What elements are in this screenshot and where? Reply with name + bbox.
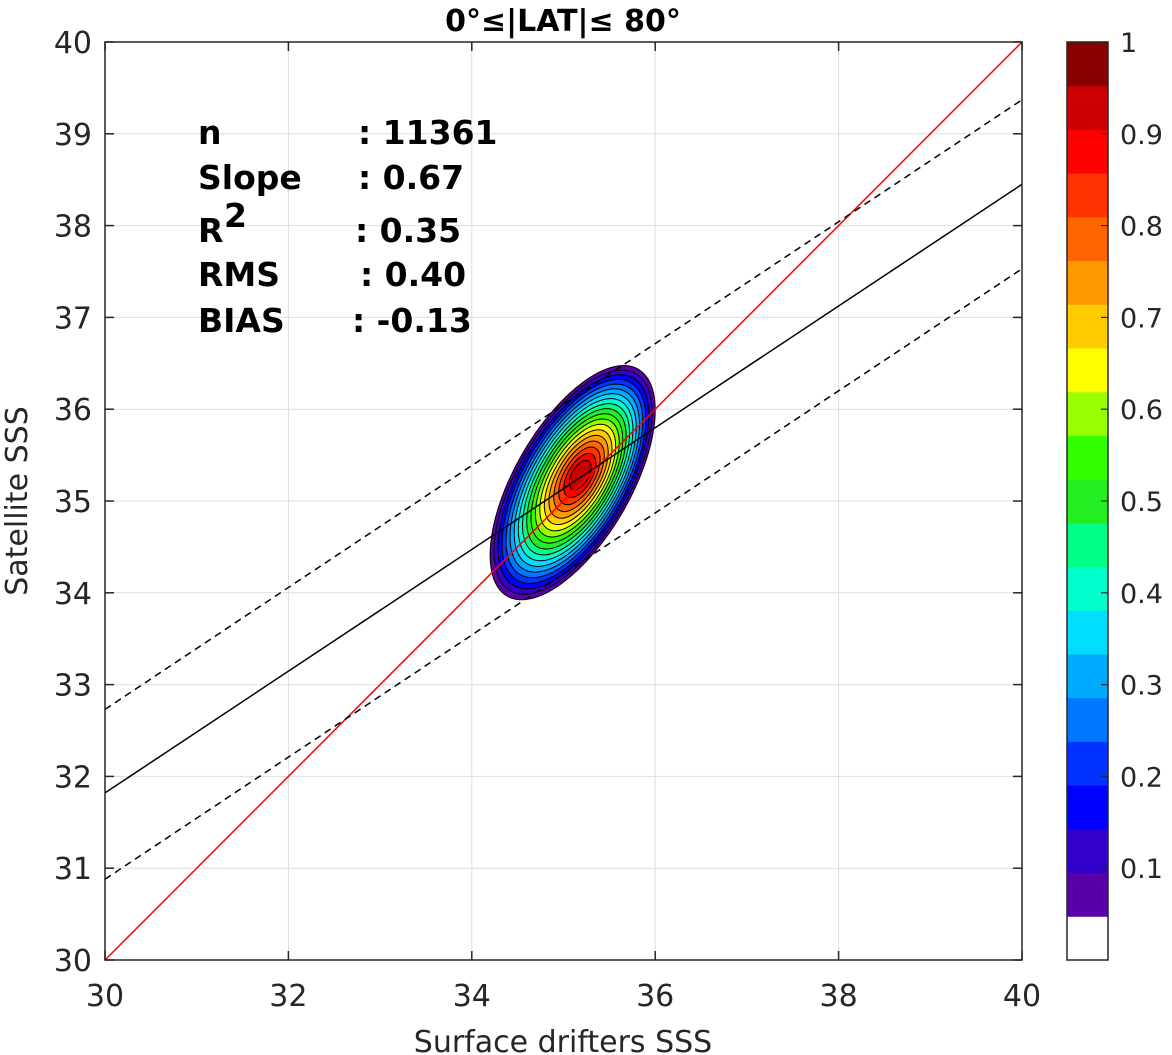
y-tick-label: 40	[54, 26, 92, 61]
grid	[104, 41, 1023, 961]
colorbar-tick-label: 0.3	[1120, 671, 1163, 702]
stats-label: BIAS	[198, 301, 285, 340]
y-tick-label: 33	[54, 669, 92, 704]
colorbar-tick-label: 0.8	[1120, 212, 1163, 243]
stats-value: : -0.13	[352, 301, 472, 340]
stats-label: RMS	[198, 255, 280, 294]
one-to-one-line	[105, 42, 1022, 960]
y-tick-label: 37	[54, 301, 92, 336]
x-tick-label: 30	[86, 979, 124, 1014]
axis-ticks	[104, 41, 1023, 961]
colorbar-swatch	[1067, 654, 1108, 699]
stats-value: : 0.35	[355, 211, 461, 250]
colorbar-swatch	[1067, 85, 1108, 130]
stats-label: Slope	[198, 158, 302, 197]
x-tick-label: 40	[1003, 979, 1041, 1014]
y-axis-label: Satellite SSS	[0, 406, 35, 596]
chart-title: 0°≤|LAT|≤ 80°	[445, 4, 681, 39]
y-tick-label: 38	[54, 210, 92, 245]
stats-box: n : 11361 Slope : 0.67 R 2 : 0.35 RMS : 0.40 BIAS…	[198, 113, 498, 340]
colorbar-swatch	[1067, 348, 1108, 393]
colorbar-tick-label: 0.9	[1120, 120, 1163, 151]
regression-plus-rms-line	[105, 99, 1022, 711]
colorbar-swatch	[1067, 391, 1108, 436]
y-tick-label: 39	[54, 118, 92, 153]
stats-value: : 0.67	[358, 158, 464, 197]
x-tick-label: 32	[269, 979, 307, 1014]
reference-lines	[105, 42, 1022, 960]
y-tick-label: 30	[54, 944, 92, 979]
contour-level	[568, 459, 592, 491]
colorbar-tick-label: 0.4	[1120, 579, 1163, 610]
stats-label: n	[198, 113, 222, 152]
stats-superscript: 2	[224, 196, 247, 235]
colorbar-swatch	[1067, 42, 1108, 87]
colorbar-tick-label: 0.5	[1120, 487, 1163, 518]
colorbar: 0.1 0.2 0.3 0.4 0.5 0.6 0.7 0.8 0.9 1	[1066, 28, 1163, 961]
colorbar-swatch	[1067, 435, 1108, 480]
regression-line	[105, 183, 1022, 794]
colorbar-swatch	[1067, 522, 1108, 568]
colorbar-swatch	[1067, 741, 1108, 786]
colorbar-tick-label: 0.6	[1120, 395, 1163, 426]
colorbar-tick-label: 0.1	[1120, 854, 1163, 885]
colorbar-tick-label: 0.7	[1120, 303, 1163, 334]
y-tick-label: 36	[54, 393, 92, 428]
colorbar-tick-label: 0.2	[1120, 762, 1163, 793]
colorbar-swatch	[1067, 304, 1108, 349]
colorbar-swatch	[1067, 260, 1108, 305]
x-tick-label: 36	[636, 979, 674, 1014]
colorbar-swatch	[1067, 916, 1108, 961]
colorbar-swatch	[1067, 610, 1108, 655]
y-tick-label: 31	[54, 852, 92, 887]
colorbar-swatch	[1067, 697, 1108, 742]
y-tick-label: 35	[54, 485, 92, 520]
colorbar-tick-label: 1	[1120, 28, 1137, 59]
stats-value: : 11361	[358, 113, 498, 152]
x-tick-label: 34	[453, 979, 491, 1014]
colorbar-swatch	[1067, 872, 1108, 917]
x-tick-label: 38	[820, 979, 858, 1014]
regression-minus-rms-line	[105, 268, 1022, 880]
tick-labels: 30 32 34 36 38 40 30 31 32 33 34 35 36 37 38 39 40	[54, 26, 1041, 1014]
colorbar-swatch	[1067, 129, 1108, 174]
colorbar-swatch	[1067, 566, 1108, 611]
y-tick-label: 34	[54, 577, 92, 612]
x-axis-label: Surface drifters SSS	[414, 1025, 712, 1055]
colorbar-swatch	[1067, 828, 1108, 874]
stats-label: R	[198, 211, 223, 250]
colorbar-swatch	[1067, 173, 1108, 218]
y-tick-label: 32	[54, 760, 92, 795]
colorbar-swatch	[1067, 785, 1108, 830]
stats-value: : 0.40	[360, 255, 466, 294]
colorbar-swatch	[1067, 216, 1108, 262]
